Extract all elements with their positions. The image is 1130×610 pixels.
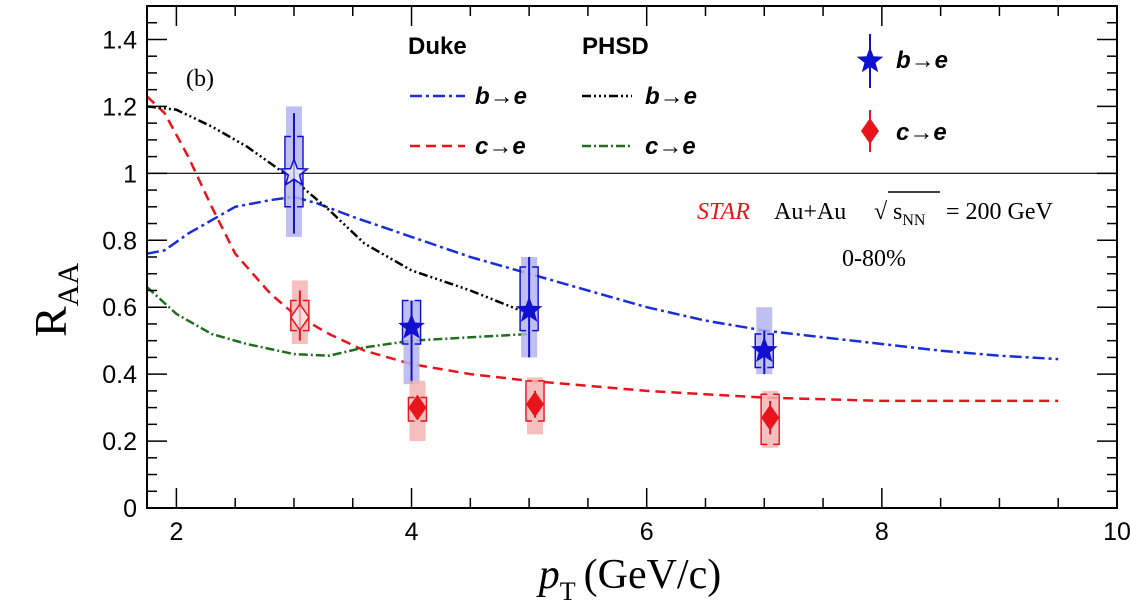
x-axis-title-unit: (GeV/c) <box>584 552 722 598</box>
annotation-s-sub: NN <box>902 212 926 229</box>
y-tick-label: 1.2 <box>102 93 137 121</box>
sys-bracket-c-to-e <box>290 299 310 332</box>
marker-c-to-e <box>408 394 427 421</box>
x-axis-title: pT (GeV/c) <box>536 552 721 606</box>
annotation-experiment: STAR <box>697 199 750 225</box>
x-tick-label: 4 <box>405 518 419 546</box>
legend: Duke PHSD b→e c→e b→e c→e b→e c→e <box>408 33 948 160</box>
marker-b-to-e <box>398 313 425 339</box>
x-tick-label: 2 <box>169 518 183 546</box>
y-tick-label: 0.2 <box>102 428 137 456</box>
annotation-sqrt: √ <box>874 199 888 225</box>
y-tick-label: 1 <box>123 160 137 188</box>
x-tick-label: 6 <box>640 518 654 546</box>
panel-label: (b) <box>186 66 214 92</box>
y-tick-label: 1.4 <box>102 26 137 54</box>
legend-marker-b-to-e <box>856 34 884 88</box>
y-axis-title: RAA <box>25 263 85 337</box>
y-tick-label: 0 <box>123 495 137 523</box>
marker-c-to-e <box>289 302 310 332</box>
curve-duke-c-e <box>146 95 1059 403</box>
marker-b-to-e <box>278 157 310 187</box>
x-axis-title-sub: T <box>560 577 576 606</box>
sys-bracket-b-to-e <box>519 266 539 332</box>
legend-header-phsd: PHSD <box>582 33 649 60</box>
marker-b-to-e <box>515 296 543 322</box>
marker-c-to-e <box>526 391 544 418</box>
legend-label-phsd-c: c→e <box>645 133 696 160</box>
y-axis-title-sub: AA <box>52 263 85 307</box>
curve-phsd-c-e <box>146 286 530 357</box>
y-axis-title-main: R <box>25 306 76 337</box>
legend-label-star-b: b→e <box>896 47 948 74</box>
curve-duke-b-e <box>146 195 1059 361</box>
axes: 2 4 6 8 10 0 0.2 0.4 0.6 0.8 1 1.2 1.4 <box>102 5 1130 546</box>
sys-bracket-b-to-e <box>401 299 422 345</box>
legend-marker-c-to-e <box>861 110 879 152</box>
sys-bracket-c-to-e <box>407 396 428 422</box>
annotation-system: Au+Au <box>774 199 846 225</box>
annotation: STAR Au+Au √ sNN = 200 GeV 0-80% <box>697 191 1054 272</box>
annotation-centrality: 0-80% <box>842 246 906 272</box>
curve-phsd-b-e <box>146 105 530 316</box>
x-tick-label: 10 <box>1103 518 1130 546</box>
plot-frame <box>146 5 1118 509</box>
legend-label-duke-b: b→e <box>475 83 527 110</box>
sys-bracket-c-to-e <box>525 380 545 422</box>
y-tick-label: 0.6 <box>102 294 137 322</box>
sys-bracket-b-to-e <box>754 333 775 369</box>
sys-bracket-c-to-e <box>760 393 780 446</box>
annotation-s: sNN <box>893 199 926 229</box>
legend-label-duke-c: c→e <box>475 133 526 160</box>
legend-label-phsd-b: b→e <box>645 83 697 110</box>
legend-header-duke: Duke <box>408 33 467 60</box>
marker-b-to-e <box>751 336 778 362</box>
marker-c-to-e <box>761 404 780 431</box>
x-tick-label: 8 <box>875 518 889 546</box>
y-tick-label: 0.4 <box>102 361 137 389</box>
plot-area <box>146 95 1117 448</box>
legend-label-star-c: c→e <box>896 119 947 146</box>
annotation-s-var: s <box>893 199 902 225</box>
x-axis-title-var: p <box>536 552 560 598</box>
y-tick-label: 0.8 <box>102 227 137 255</box>
annotation-energy: = 200 GeV <box>946 199 1054 225</box>
